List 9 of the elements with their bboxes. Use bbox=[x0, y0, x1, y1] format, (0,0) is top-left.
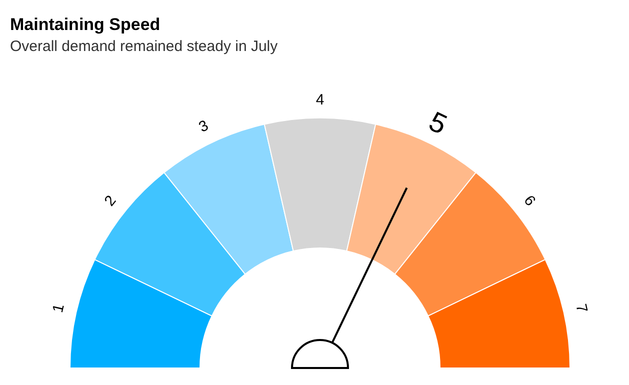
slice-label: 2 bbox=[101, 192, 120, 210]
slice-label: 5 bbox=[424, 106, 452, 140]
chart-subtitle: Overall demand remained steady in July bbox=[10, 38, 278, 55]
slice-label: 6 bbox=[520, 192, 539, 210]
slice-label: 3 bbox=[196, 117, 212, 136]
chart-title: Maintaining Speed bbox=[10, 15, 160, 34]
slice-label: 7 bbox=[572, 302, 590, 314]
slice-label: 4 bbox=[316, 92, 324, 108]
slice-label: 1 bbox=[50, 302, 68, 314]
